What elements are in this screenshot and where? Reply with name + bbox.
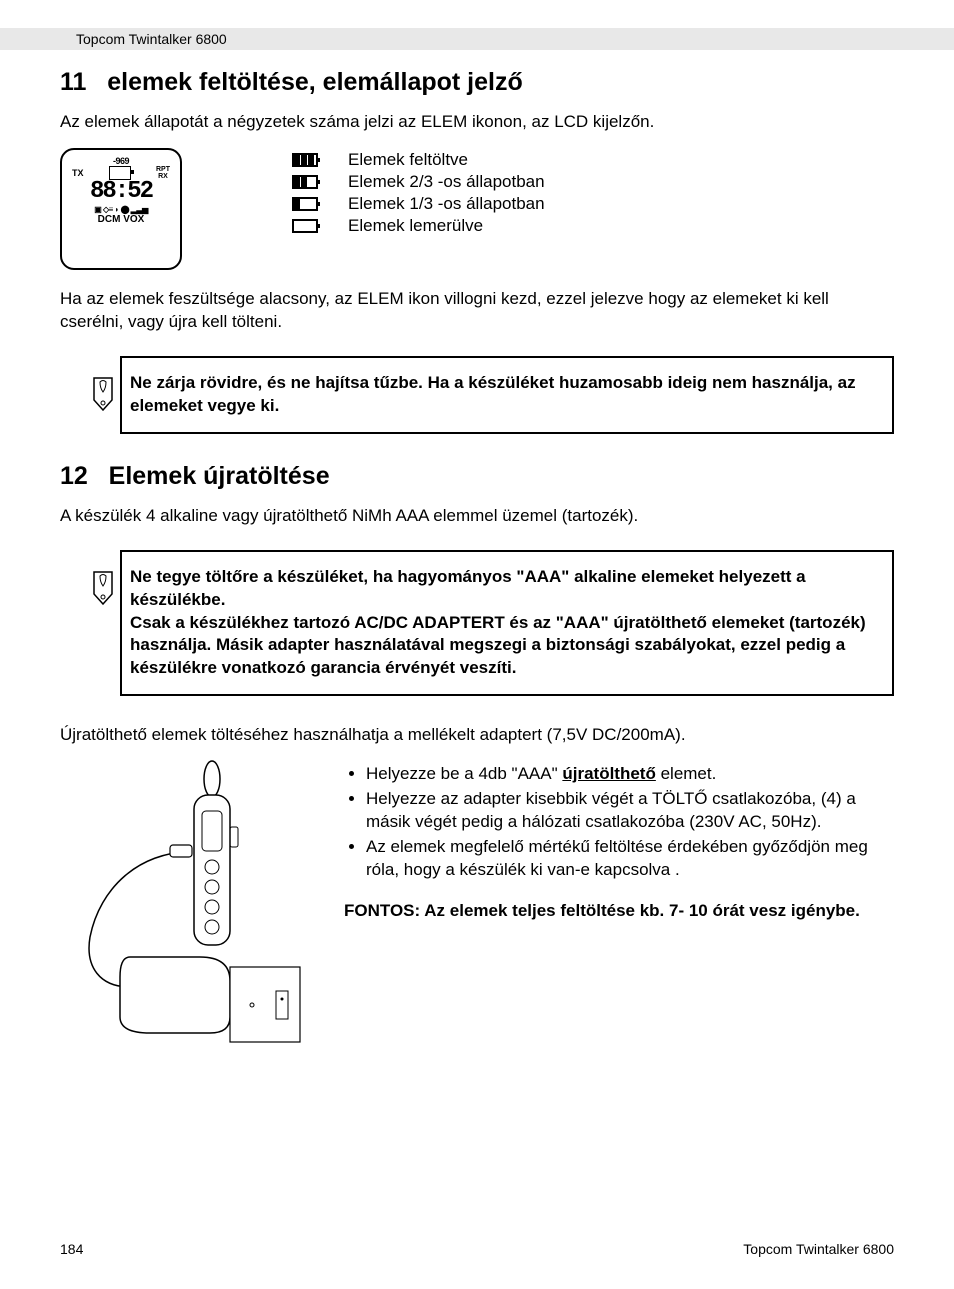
instruction-1-post: elemet. [656,764,716,783]
warning-box-1: Ne zárja rövidre, és ne hajítsa tűzbe. H… [120,356,894,434]
section-12-intro: A készülék 4 alkaline vagy újratölthető … [60,505,894,528]
instruction-1: Helyezze be a 4db "AAA" újratölthető ele… [366,763,894,786]
lcd-top-row: -969 [68,156,174,166]
adapter-spec-text: Újratölthető elemek töltéséhez használha… [60,724,894,747]
lcd-row-2: TX RPT RX [68,166,174,180]
running-header: Topcom Twintalker 6800 [0,28,954,50]
section-11-heading: elemek feltöltése, elemállapot jelző [107,68,522,96]
legend-row-13: Elemek 1/3 -os állapotban [292,194,894,214]
lcd-tx-label: TX [72,168,84,178]
battery-13-icon [292,197,318,211]
battery-empty-icon [292,219,318,233]
section-11-title: 11 elemek feltöltése, elemállapot jelző [60,68,894,97]
legend-label: Elemek 1/3 -os állapotban [348,194,545,214]
page-number: 184 [60,1241,83,1257]
legend-row-full: Elemek feltöltve [292,150,894,170]
warning-2-text: Ne tegye töltőre a készüléket, ha hagyom… [130,566,872,681]
instructions-list: Helyezze be a 4db "AAA" újratölthető ele… [344,763,894,882]
section-12-title: 12 Elemek újratöltése [60,462,894,491]
section-11-number: 11 [60,68,86,96]
legend-label: Elemek lemerülve [348,216,483,236]
legend-label: Elemek feltöltve [348,150,468,170]
charging-instructions: Helyezze be a 4db "AAA" újratölthető ele… [344,757,894,923]
instruction-1-underlined: újratölthető [562,764,656,783]
warning-icon-holder [90,372,116,412]
warning-box-2: Ne tegye töltőre a készüléket, ha hagyom… [120,550,894,697]
battery-full-icon [292,153,318,167]
lcd-icons-row: ▣ ◇≡ ◗ ⬤ ▂▃▅ [68,205,174,214]
section-12-number: 12 [60,462,88,490]
lcd-bottom-row: DCM VOX [68,214,174,225]
info-tag-icon [90,376,116,412]
section-12-heading: Elemek újratöltése [109,462,330,490]
running-header-text: Topcom Twintalker 6800 [8,31,946,47]
lcd-rx: RX [158,173,168,180]
lcd-battery-icon [109,166,131,180]
battery-23-icon [292,175,318,189]
page: Topcom Twintalker 6800 11 elemek feltölt… [0,0,954,1289]
info-tag-icon [90,570,116,606]
page-footer: 184 Topcom Twintalker 6800 [60,1241,894,1257]
battery-legend-section: -969 TX RPT RX 88:52 ▣ ◇≡ ◗ ⬤ ▂▃▅ DCM VO… [60,148,894,270]
legend-row-23: Elemek 2/3 -os állapotban [292,172,894,192]
lcd-rpt-rx: RPT RX [156,166,170,180]
footer-product: Topcom Twintalker 6800 [743,1241,894,1257]
instruction-3: Az elemek megfelelő mértékű feltöltése é… [366,836,894,882]
warning-1-text: Ne zárja rövidre, és ne hajítsa tűzbe. H… [130,372,872,418]
instruction-2: Helyezze az adapter kisebbik végét a TÖL… [366,788,894,834]
lcd-rpt: RPT [156,166,170,173]
charger-illustration [60,757,320,1057]
fontos-note: FONTOS: Az elemek teljes feltöltése kb. … [344,900,894,923]
legend-label: Elemek 2/3 -os állapotban [348,172,545,192]
section-11-low-text: Ha az elemek feszültsége alacsony, az EL… [60,288,894,334]
instruction-1-pre: Helyezze be a 4db "AAA" [366,764,562,783]
section-11-intro: Az elemek állapotát a négyzetek száma je… [60,111,894,134]
legend-row-empty: Elemek lemerülve [292,216,894,236]
lcd-illustration: -969 TX RPT RX 88:52 ▣ ◇≡ ◗ ⬤ ▂▃▅ DCM VO… [60,148,182,270]
lcd-digits: 88:52 [68,181,174,203]
charging-section: Helyezze be a 4db "AAA" újratölthető ele… [60,757,894,1057]
battery-legend: Elemek feltöltve Elemek 2/3 -os állapotb… [292,148,894,238]
warning-icon-holder [90,566,116,606]
